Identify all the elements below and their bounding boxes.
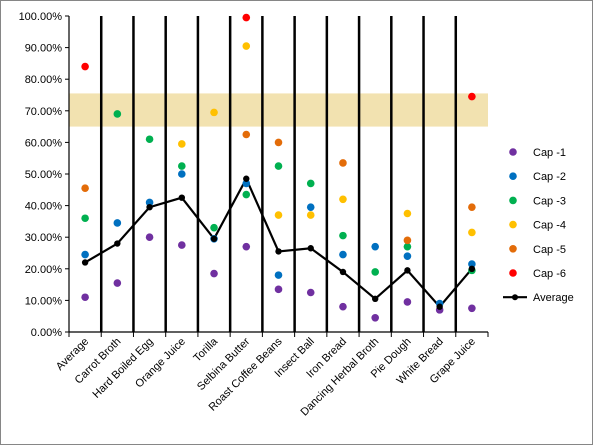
- point-cap-3: [339, 231, 347, 240]
- legend-label-cap-3: Cap -3: [533, 195, 566, 207]
- legend-label-cap-6: Cap -6: [533, 268, 566, 280]
- legend-marker-cap-2: [509, 172, 517, 180]
- point-cap-3: [274, 162, 283, 170]
- legend-label-cap-1: Cap -1: [533, 147, 566, 159]
- point-cap-2: [339, 250, 347, 259]
- y-tick-label: 50.00%: [25, 169, 63, 181]
- point-cap-5: [274, 138, 283, 147]
- point-average: [436, 303, 443, 310]
- y-tick-label: 100.00%: [19, 11, 63, 23]
- point-average: [81, 259, 89, 266]
- legend-marker-cap-5: [509, 245, 517, 253]
- point-cap-4: [468, 228, 476, 237]
- point-cap-5: [339, 159, 347, 167]
- legend-marker-cap-1: [509, 148, 517, 156]
- y-tick-label: 80.00%: [25, 74, 63, 86]
- point-cap-1: [242, 242, 251, 251]
- point-cap-3: [306, 179, 315, 188]
- y-tick-label: 60.00%: [25, 137, 63, 149]
- point-cap-5: [468, 203, 476, 211]
- y-tick-label: 20.00%: [25, 264, 63, 276]
- y-tick-label: 90.00%: [25, 43, 63, 55]
- point-average: [178, 194, 186, 201]
- point-cap-5: [403, 236, 412, 245]
- legend-marker-cap-4: [509, 220, 517, 229]
- point-cap-3: [403, 242, 412, 251]
- point-cap-4: [339, 195, 347, 204]
- point-cap-1: [145, 233, 154, 241]
- point-cap-2: [178, 170, 186, 178]
- point-cap-3: [113, 110, 122, 118]
- point-cap-2: [306, 203, 315, 211]
- point-cap-1: [274, 285, 283, 294]
- point-cap-1: [339, 302, 347, 311]
- point-cap-2: [81, 250, 89, 259]
- point-cap-3: [81, 214, 89, 223]
- point-average: [275, 248, 282, 255]
- legend-marker-cap-6: [509, 269, 517, 277]
- point-cap-3: [210, 223, 218, 232]
- point-cap-1: [81, 293, 89, 302]
- legend-marker-average: [512, 294, 518, 301]
- point-cap-1: [371, 313, 379, 322]
- point-cap-4: [210, 108, 218, 117]
- x-tick-label: Torilla: [191, 335, 220, 364]
- point-cap-2: [145, 198, 154, 207]
- point-average: [371, 295, 379, 303]
- y-tick-label: 10.00%: [25, 295, 63, 307]
- point-cap-1: [306, 288, 315, 297]
- point-cap-1: [113, 279, 122, 287]
- point-cap-2: [403, 252, 412, 260]
- point-cap-6: [468, 92, 476, 101]
- point-cap-1: [403, 298, 412, 306]
- point-cap-3: [145, 135, 154, 144]
- point-cap-4: [178, 140, 186, 148]
- point-cap-4: [403, 209, 412, 218]
- legend-label-cap-4: Cap -4: [533, 220, 566, 232]
- point-cap-3: [242, 190, 251, 199]
- point-cap-5: [81, 184, 89, 193]
- point-average: [339, 268, 347, 276]
- legend-label-average: Average: [533, 292, 574, 304]
- point-cap-3: [371, 268, 379, 276]
- point-cap-1: [210, 269, 218, 278]
- point-cap-2: [371, 242, 379, 251]
- legend-label-cap-2: Cap -2: [533, 171, 566, 183]
- plot-area: [69, 16, 488, 332]
- legend-marker-cap-3: [509, 196, 517, 205]
- point-cap-5: [242, 130, 251, 139]
- point-cap-4: [306, 211, 315, 219]
- y-tick-label: 30.00%: [25, 232, 63, 244]
- point-cap-1: [468, 304, 476, 313]
- point-average: [404, 267, 411, 274]
- point-cap-2: [468, 260, 476, 268]
- point-cap-6: [81, 62, 89, 71]
- point-average: [243, 175, 250, 182]
- point-average: [468, 265, 476, 272]
- point-cap-2: [274, 271, 283, 279]
- point-average: [146, 203, 153, 211]
- point-cap-3: [178, 162, 186, 170]
- point-cap-4: [274, 211, 283, 219]
- y-tick-label: 40.00%: [25, 201, 63, 213]
- point-cap-2: [242, 179, 251, 188]
- point-cap-6: [242, 13, 251, 22]
- y-tick-label: 70.00%: [25, 106, 63, 118]
- point-average: [210, 235, 218, 242]
- point-cap-4: [242, 42, 251, 50]
- point-cap-2: [113, 219, 122, 227]
- point-average: [307, 245, 314, 252]
- y-tick-label: 0.00%: [31, 327, 62, 339]
- legend-label-cap-5: Cap -5: [533, 244, 566, 256]
- point-cap-1: [178, 241, 186, 249]
- point-average: [114, 240, 121, 247]
- target-band: [69, 93, 488, 127]
